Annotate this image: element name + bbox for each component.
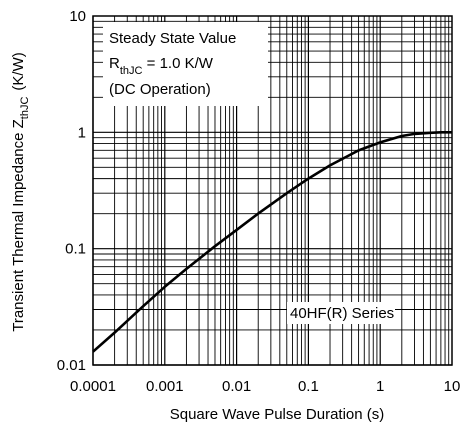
x-tick-label: 1	[376, 378, 384, 395]
y-tick-labels: 10 1 0.1 0.01	[57, 8, 86, 374]
y-tick-label: 10	[69, 8, 86, 25]
y-axis-title-sub: thJC	[19, 97, 31, 120]
series-label-box	[287, 302, 395, 324]
rthjc-subscript: thJC	[120, 65, 143, 77]
y-axis-title-unit: (K/W)	[10, 52, 27, 90]
steady-state-line2: RthJC = 1.0 K/W	[109, 55, 214, 77]
x-tick-label: 0.01	[222, 378, 251, 395]
x-tick-labels: 0.0001 0.001 0.01 0.1 1 10	[70, 378, 460, 395]
y-axis-title-main: Transient Thermal Impedance Z	[10, 119, 27, 332]
data-series	[92, 131, 452, 353]
rthjc-value: = 1.0 K/W	[142, 55, 213, 72]
series-label: 40HF(R) Series	[290, 305, 394, 322]
impedance-curve	[92, 131, 452, 353]
steady-state-annotation: Steady State Value RthJC = 1.0 K/W (DC O…	[103, 22, 268, 106]
y-tick-label: 1	[78, 124, 86, 141]
x-axis-title: Square Wave Pulse Duration (s)	[170, 406, 385, 423]
x-tick-label: 10	[444, 378, 461, 395]
series-label-annotation: 40HF(R) Series	[287, 302, 395, 324]
rthjc-symbol: R	[109, 55, 120, 72]
plot-frame	[92, 15, 453, 366]
steady-state-line1: Steady State Value	[109, 30, 236, 47]
x-tick-label: 0.1	[298, 378, 319, 395]
steady-state-line3: (DC Operation)	[109, 81, 211, 98]
y-tick-label: 0.01	[57, 357, 86, 374]
steady-state-box	[103, 22, 268, 106]
y-tick-label: 0.1	[65, 241, 86, 258]
x-tick-label: 0.001	[146, 378, 184, 395]
x-tick-label: 0.0001	[70, 378, 116, 395]
y-axis-title: Transient Thermal Impedance ZthJC (K/W)	[10, 52, 31, 332]
